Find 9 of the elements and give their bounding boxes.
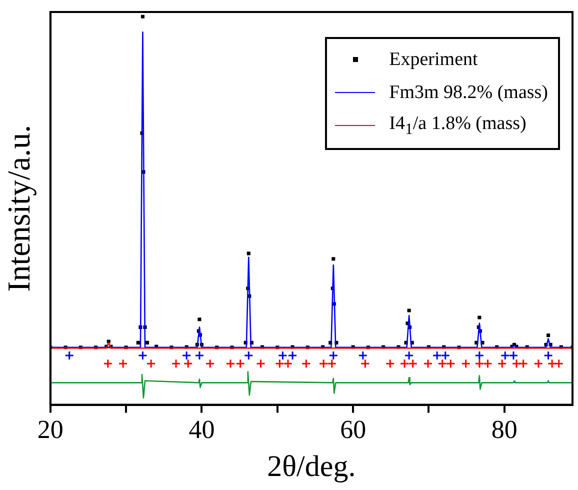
x-tick-label: 20 [37,415,64,444]
legend-label: Fm3m 98.2% (mass) [389,82,548,104]
x-tick-label: 60 [340,415,366,444]
legend-label: Experiment [389,48,478,70]
legend-label: I4$_{1}$/a 1.8% (mass) [389,112,526,138]
x-axis-title: 2θ/deg. [267,450,356,483]
x-tick-label: 40 [188,415,215,444]
y-axis-title: Intensity/a.u. [0,124,37,292]
x-tick-label: 80 [491,415,518,444]
